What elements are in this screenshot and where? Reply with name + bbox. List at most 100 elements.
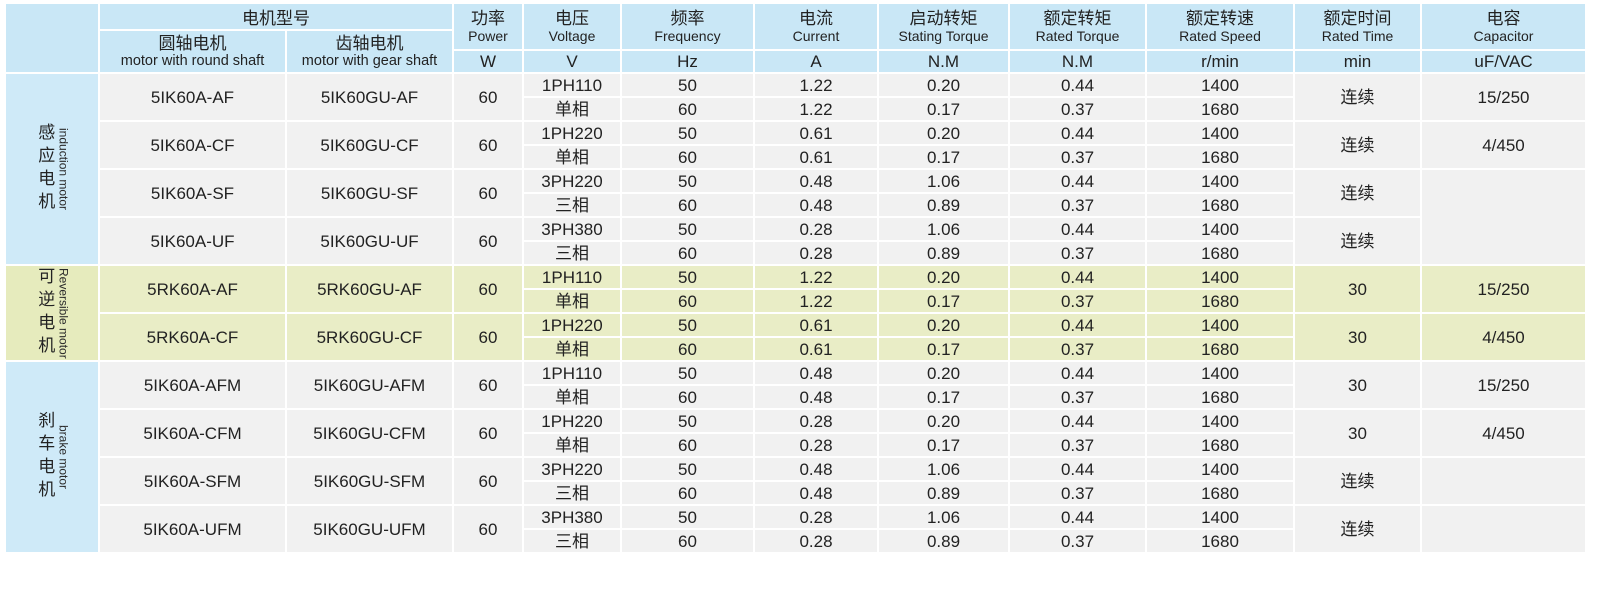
group-label-column-header: [4, 2, 100, 74]
rated-torque-value: 0.37: [1008, 384, 1147, 410]
group-label-cn: 感应电机: [35, 123, 55, 215]
current-value: 0.28: [753, 240, 879, 266]
spec-row: 5IK60A-CF 5IK60GU-CF 60 1PH220 50 0.61 0.20 0.4…: [5, 120, 1587, 170]
starting-torque-value: 0.17: [877, 144, 1010, 170]
rated-torque-value: 0.37: [1008, 240, 1147, 266]
gear-shaft-model: 5IK60GU-CF: [285, 120, 454, 170]
frequency-value: 50: [620, 72, 755, 98]
starting-torque-value: 1.06: [877, 216, 1010, 242]
voltage-value: 1PH220: [522, 408, 622, 434]
voltage-unit: V: [522, 49, 622, 74]
spec-row: 三相 60 0.48 0.89 0.37 1680: [5, 192, 1586, 218]
rated-torque-value: 0.44: [1008, 264, 1147, 290]
starting-torque-value: 1.06: [877, 168, 1010, 194]
frequency-value: 50: [620, 408, 755, 434]
starting-torque-value: 0.17: [877, 432, 1010, 458]
rated-time-unit: min: [1293, 49, 1422, 74]
gear-shaft-model: 5RK60GU-AF: [285, 264, 454, 314]
phase-label: 单相: [522, 432, 622, 458]
current-value: 0.61: [753, 312, 879, 338]
phase-label: 三相: [522, 240, 622, 266]
frequency-unit: Hz: [620, 49, 755, 74]
round-shaft-model: 5IK60A-AFM: [98, 360, 287, 410]
rated-time-value: 连续: [1293, 120, 1422, 170]
power-value: 60: [452, 168, 524, 218]
rated-torque-value: 0.37: [1008, 288, 1147, 314]
rated-speed-value: 1680: [1145, 192, 1295, 218]
starting-torque-value: 1.06: [877, 504, 1010, 530]
gear-shaft-model: 5IK60GU-UF: [285, 216, 454, 266]
vertical-label: 感应电机 induction motor: [7, 123, 97, 215]
frequency-value: 50: [620, 168, 755, 194]
spec-row: 三相 60 0.48 0.89 0.37 1680: [5, 480, 1586, 506]
starting-torque-value: 0.20: [877, 408, 1010, 434]
power-value: 60: [452, 216, 524, 266]
group-label-en: induction motor: [56, 127, 71, 211]
current-value: 1.22: [753, 72, 879, 98]
power-unit: W: [452, 49, 524, 74]
spec-row: 单相 60 1.22 0.17 0.37 1680: [5, 288, 1586, 314]
round-shaft-model: 5IK60A-CF: [98, 120, 287, 170]
capacitor-value: 4/450: [1420, 408, 1587, 458]
starting-torque-value: 0.20: [877, 360, 1010, 386]
spec-row: 5IK60A-SFM 5IK60GU-SFM 60 3PH220 50 0.48 1.06 0…: [5, 456, 1587, 506]
current-value: 0.28: [753, 432, 879, 458]
frequency-value: 60: [620, 480, 755, 506]
starting-torque-value: 0.17: [877, 336, 1010, 362]
rated-speed-value: 1400: [1145, 312, 1295, 338]
voltage-value: 3PH380: [522, 504, 622, 530]
rated-torque-column-header: 额定转矩 Rated Torque: [1008, 2, 1147, 51]
starting-torque-value: 0.17: [877, 288, 1010, 314]
rated-speed-value: 1400: [1145, 504, 1295, 530]
voltage-value: 1PH110: [522, 264, 622, 290]
rated-speed-value: 1680: [1145, 528, 1295, 554]
rated-speed-value: 1680: [1145, 432, 1295, 458]
frequency-value: 60: [620, 288, 755, 314]
current-value: 0.61: [753, 144, 879, 170]
capacitor-value: 4/450: [1420, 120, 1587, 170]
gear-shaft-model: 5RK60GU-CF: [285, 312, 454, 362]
current-value: 0.61: [753, 120, 879, 146]
phase-label: 单相: [522, 288, 622, 314]
rated-torque-value: 0.44: [1008, 360, 1147, 386]
rated-speed-value: 1400: [1145, 264, 1295, 290]
rated-time-value: 连续: [1293, 216, 1422, 266]
spec-row: 感应电机 induction motor 5IK60A-AF 5IK60GU-AF 60…: [4, 72, 1587, 266]
group-label-en: brake motor: [56, 424, 71, 490]
round-shaft-model: 5IK60A-AF: [98, 72, 287, 122]
rated-torque-value: 0.37: [1008, 192, 1147, 218]
rated-time-value: 30: [1293, 408, 1422, 458]
starting-torque-value: 0.89: [877, 528, 1010, 554]
rated-torque-value: 0.44: [1008, 456, 1147, 482]
starting-torque-column-header: 启动转矩 Stating Torque: [877, 2, 1010, 51]
spec-row: 5RK60A-CF 5RK60GU-CF 60 1PH220 50 0.61 0.20 0.4…: [5, 312, 1587, 362]
starting-torque-value: 0.89: [877, 192, 1010, 218]
gear-shaft-model: 5IK60GU-AF: [285, 72, 454, 122]
rated-speed-value: 1400: [1145, 360, 1295, 386]
spec-table-body: 感应电机 induction motor 5IK60A-AF 5IK60GU-AF 60…: [4, 72, 1587, 554]
capacitor-value: [1420, 504, 1587, 554]
spec-row: 5IK60A-UFM 5IK60GU-UFM 60 3PH380 50 0.28 1.06 0…: [5, 504, 1587, 554]
power-value: 60: [452, 360, 524, 410]
capacitor-value: 15/250: [1420, 360, 1587, 410]
group-label-en: Reversible motor: [56, 267, 71, 359]
rated-speed-value: 1400: [1145, 456, 1295, 482]
gear-shaft-model: 5IK60GU-SFM: [285, 456, 454, 506]
current-value: 0.48: [753, 168, 879, 194]
starting-torque-value: 0.17: [877, 96, 1010, 122]
rated-time-value: 连续: [1293, 72, 1422, 122]
power-value: 60: [452, 120, 524, 170]
frequency-value: 50: [620, 264, 755, 290]
capacitor-column-header: 电容 Capacitor: [1420, 2, 1587, 51]
rated-torque-value: 0.37: [1008, 432, 1147, 458]
rated-torque-value: 0.44: [1008, 168, 1147, 194]
vertical-label: 刹车电机 brake motor: [7, 411, 97, 503]
round-shaft-model: 5IK60A-SF: [98, 168, 287, 218]
spec-row: 单相 60 0.61 0.17 0.37 1680: [5, 144, 1586, 170]
frequency-value: 50: [620, 216, 755, 242]
current-unit: A: [753, 49, 879, 74]
rated-speed-value: 1680: [1145, 480, 1295, 506]
rated-time-value: 30: [1293, 360, 1422, 410]
voltage-value: 3PH380: [522, 216, 622, 242]
frequency-value: 60: [620, 192, 755, 218]
